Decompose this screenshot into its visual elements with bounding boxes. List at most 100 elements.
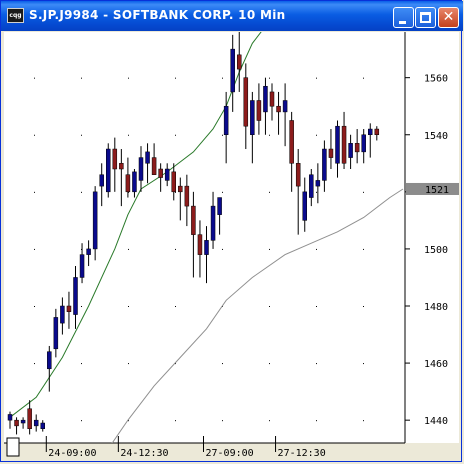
gridline-dot	[316, 248, 317, 250]
gridline-dot	[316, 306, 317, 307]
gridline-dot	[81, 77, 82, 79]
candle-body	[374, 128, 380, 135]
gridline-dot	[222, 363, 223, 365]
gridline-dot	[175, 77, 176, 79]
gridline-dot	[81, 134, 82, 136]
candle	[86, 240, 91, 267]
gridline-dot	[34, 363, 35, 365]
candle-body	[66, 305, 72, 312]
candle	[92, 186, 98, 261]
gridline-dot	[175, 134, 176, 136]
gridline-dot	[269, 363, 270, 365]
gridline-dot	[269, 77, 270, 79]
candle	[315, 163, 321, 204]
candle-body	[171, 171, 176, 193]
gridline-dot	[175, 191, 176, 193]
candle-body	[204, 240, 209, 255]
candle	[210, 191, 216, 249]
candle-body	[328, 148, 334, 158]
gridline-dot	[128, 420, 129, 422]
candle-body	[14, 419, 19, 427]
candle	[53, 308, 59, 358]
candle	[348, 134, 353, 169]
gridline-dot	[128, 191, 129, 193]
candle-body	[73, 277, 78, 315]
candle-body	[125, 174, 131, 193]
gridline-dot	[222, 420, 223, 422]
candle-body	[341, 125, 347, 164]
gridline-dot	[128, 248, 129, 250]
candle-body	[7, 414, 13, 421]
candle-body	[79, 254, 85, 278]
candle	[112, 137, 118, 192]
plot-background	[4, 32, 405, 443]
candle	[289, 111, 294, 192]
maximize-button[interactable]	[415, 7, 436, 28]
candle-body	[348, 143, 353, 158]
last-price-label: 1521	[425, 185, 449, 196]
gridline-dot	[316, 77, 317, 79]
candle	[276, 91, 281, 135]
candlestick-chart: 1440 1460 1480 1500 1540 1560 24-09:00 24-12:3…	[4, 32, 459, 460]
candle-body	[309, 174, 314, 198]
candle-body	[282, 100, 288, 113]
last-price-marker	[406, 182, 459, 195]
candle	[99, 163, 104, 207]
candle-body	[263, 85, 268, 113]
candle	[14, 417, 19, 435]
gridline-dot	[222, 77, 223, 79]
candle	[322, 140, 327, 192]
gridline-dot	[175, 248, 176, 250]
candle	[79, 243, 85, 284]
candle	[250, 91, 255, 164]
candle-body	[112, 148, 118, 170]
scroll-handle[interactable]	[6, 437, 20, 457]
candle-body	[20, 419, 26, 424]
x-tick-label: 27-12:30	[278, 448, 326, 459]
candle	[368, 123, 373, 158]
candle-body	[243, 77, 249, 127]
candle	[191, 191, 196, 278]
candle-body	[354, 143, 360, 153]
minimize-button[interactable]	[393, 7, 414, 28]
candle-body	[197, 234, 203, 255]
candle-body	[138, 157, 144, 181]
candle-body	[151, 157, 157, 175]
candle	[119, 149, 124, 207]
gridline-dot	[128, 77, 129, 79]
candle	[354, 129, 360, 164]
title-bar[interactable]: cqg S.JP.J9984 - SOFTBANK CORP. 10 Min ✕	[1, 1, 463, 31]
candle	[47, 345, 52, 392]
x-tick-label: 24-09:00	[48, 448, 96, 459]
candle	[302, 177, 307, 232]
candle	[217, 197, 222, 235]
app-icon[interactable]: cqg	[7, 8, 24, 23]
candle	[282, 83, 288, 147]
candle	[341, 111, 347, 169]
candle	[158, 163, 163, 192]
candle	[40, 420, 45, 432]
candle-body	[191, 205, 196, 235]
close-button[interactable]: ✕	[438, 7, 459, 28]
candle	[230, 34, 235, 112]
candle	[309, 169, 314, 207]
candle	[171, 163, 176, 201]
candle-body	[302, 191, 307, 221]
candle	[60, 297, 65, 335]
candle-body	[60, 305, 65, 324]
candle-body	[132, 171, 137, 193]
candle-body	[47, 351, 52, 370]
candle	[197, 220, 203, 278]
gridline-dot	[128, 306, 129, 307]
candle	[361, 129, 366, 164]
x-tick-label: 24-12:30	[120, 448, 168, 459]
candle-body	[86, 248, 91, 255]
minimize-icon	[399, 21, 406, 24]
y-tick-label: 1500	[424, 245, 448, 256]
gridline-dot	[363, 363, 364, 365]
gridline-dot	[316, 363, 317, 365]
candle	[27, 400, 32, 435]
gridline-dot	[222, 191, 223, 193]
candle	[204, 226, 209, 284]
gridline-dot	[81, 363, 82, 365]
